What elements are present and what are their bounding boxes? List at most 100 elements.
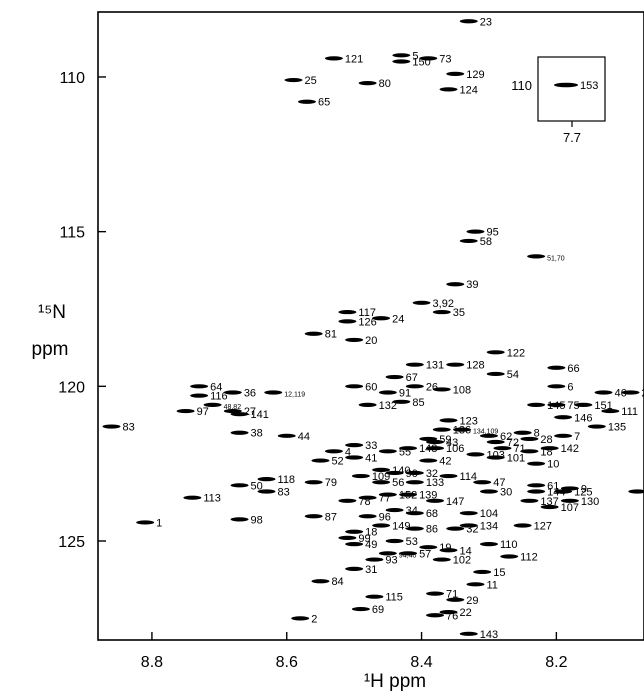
peak-118 bbox=[257, 477, 276, 482]
peak-label: 64 bbox=[210, 381, 222, 393]
peak-label: 113 bbox=[203, 493, 221, 505]
peak-66 bbox=[547, 365, 566, 370]
peak-label: 101 bbox=[507, 452, 525, 464]
peak-label: 85 bbox=[412, 397, 424, 409]
peak-label: 73 bbox=[439, 53, 451, 65]
peak-label: 123 bbox=[460, 415, 478, 427]
peak-78 bbox=[338, 498, 357, 503]
peak-label: 121 bbox=[345, 53, 363, 65]
peak-125 bbox=[554, 489, 573, 494]
peak-label: 22 bbox=[460, 607, 472, 619]
peak-label: 141 bbox=[251, 409, 269, 421]
peak-label: 124 bbox=[460, 84, 478, 96]
peak-144 bbox=[527, 489, 546, 494]
peak-124 bbox=[439, 87, 458, 92]
peak-133 bbox=[405, 480, 424, 485]
peak-56 bbox=[372, 480, 391, 485]
peak-label: 99 bbox=[358, 533, 370, 545]
inset-peak bbox=[554, 82, 578, 88]
peak-74 bbox=[628, 489, 644, 494]
peak-label: 76 bbox=[446, 610, 458, 622]
peak-101 bbox=[486, 455, 505, 460]
peak-72 bbox=[486, 439, 505, 445]
peak-48-82 bbox=[203, 402, 222, 407]
peak-label: 118 bbox=[278, 474, 296, 486]
x-tick-label: 8.4 bbox=[410, 654, 432, 671]
peak-label: 109 bbox=[372, 471, 390, 483]
peak-label: 18 bbox=[540, 446, 552, 458]
peak-113 bbox=[183, 495, 202, 500]
peak-label: 49 bbox=[365, 539, 377, 551]
peak-label: 97 bbox=[197, 406, 209, 418]
x-axis-ticks: 8.8 8.6 8.4 8.2 bbox=[141, 632, 568, 671]
peak-6 bbox=[547, 384, 566, 389]
peak-112 bbox=[500, 554, 519, 559]
peak-97 bbox=[176, 408, 195, 414]
peak-44 bbox=[277, 433, 296, 438]
peak-65 bbox=[297, 99, 316, 104]
peak-7 bbox=[554, 433, 573, 438]
peak-label: 98 bbox=[251, 514, 263, 526]
peak-141 bbox=[230, 412, 249, 417]
peak-label: 34 bbox=[406, 505, 418, 517]
peak-24 bbox=[372, 316, 391, 321]
peak-label: 12,119 bbox=[284, 392, 305, 399]
peak-label: 84 bbox=[331, 576, 343, 588]
peak-18 bbox=[520, 449, 539, 454]
peak-label: 68 bbox=[426, 508, 438, 520]
peak-label: 112 bbox=[520, 551, 538, 563]
peak-23 bbox=[459, 19, 478, 24]
peak-label: 47 bbox=[493, 477, 505, 489]
peak-label: 104 bbox=[480, 508, 498, 520]
peak-label: 62 bbox=[500, 431, 512, 443]
peak-label: 43 bbox=[446, 437, 458, 449]
inset-peak-label: 153 bbox=[580, 80, 598, 92]
peak-label: 15 bbox=[493, 567, 505, 579]
y-axis-ticks: 110 115 120 125 bbox=[58, 70, 106, 551]
peak-146 bbox=[554, 415, 573, 420]
peak-label: 116 bbox=[210, 391, 228, 403]
peak-label: 149 bbox=[392, 521, 410, 533]
peak-11 bbox=[466, 582, 485, 587]
peak-label: 30 bbox=[500, 487, 512, 499]
peak-147 bbox=[426, 498, 445, 503]
peak-132 bbox=[358, 402, 377, 407]
plot-frame bbox=[97, 11, 644, 641]
peak-label: 142 bbox=[561, 443, 579, 455]
peak-10 bbox=[527, 461, 546, 466]
peak-label: 52 bbox=[331, 456, 343, 468]
peak-14 bbox=[439, 548, 458, 553]
peak-85 bbox=[392, 399, 411, 404]
peak-18 bbox=[345, 529, 364, 534]
peak-label: 135 bbox=[608, 422, 626, 434]
peak-label: 1 bbox=[156, 517, 162, 529]
peak-110 bbox=[479, 541, 498, 547]
peak-134 bbox=[459, 523, 478, 528]
peak-label: 134,109 bbox=[473, 429, 498, 436]
peak-8 bbox=[513, 430, 532, 435]
peak-111 bbox=[601, 408, 620, 414]
peak-43 bbox=[426, 439, 445, 445]
peak-label: 114 bbox=[460, 471, 478, 483]
peak-46 bbox=[594, 390, 613, 395]
peak-47 bbox=[473, 480, 492, 485]
peak-label: 126 bbox=[358, 316, 376, 328]
peak-label: 148 bbox=[419, 443, 437, 455]
peak-21 bbox=[621, 390, 640, 395]
peak-label: 147 bbox=[446, 496, 464, 508]
peak-103 bbox=[466, 452, 485, 457]
peak-label: 19 bbox=[439, 542, 451, 554]
peak-140 bbox=[372, 467, 391, 472]
peak-label: 102 bbox=[453, 555, 471, 567]
peak-label: 18 bbox=[365, 527, 377, 539]
peak-label: 29 bbox=[466, 595, 478, 607]
peak-label: 6 bbox=[567, 381, 573, 393]
peak-83 bbox=[257, 489, 276, 494]
peak-label: 60 bbox=[365, 381, 377, 393]
peak-102 bbox=[432, 557, 451, 562]
peak-117 bbox=[338, 309, 357, 315]
peak-label: 54 bbox=[507, 369, 519, 381]
peak-99 bbox=[338, 535, 357, 541]
peak-34 bbox=[385, 507, 404, 513]
